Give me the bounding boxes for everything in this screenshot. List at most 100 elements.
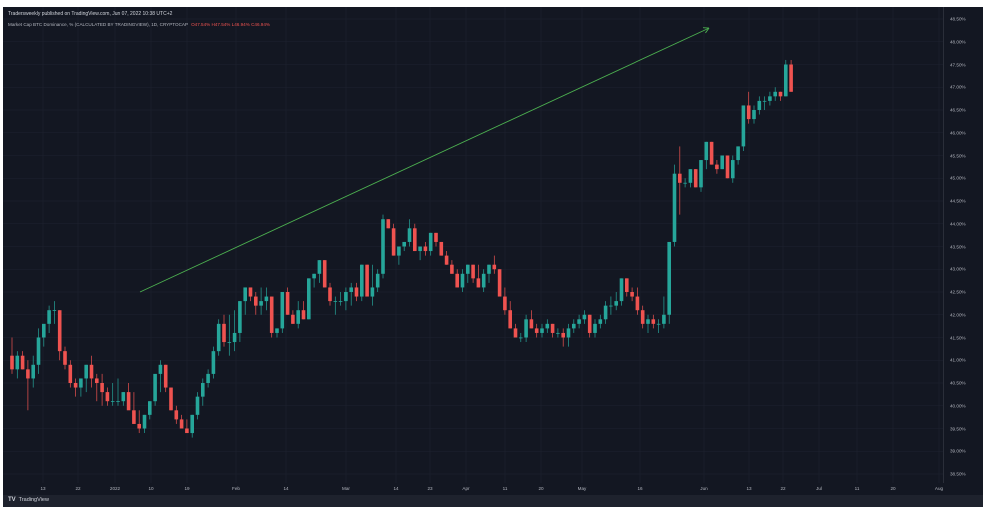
x-tick-label: 22 xyxy=(75,486,81,491)
tradingview-logo-text: TradingView xyxy=(18,497,49,503)
x-tick-label: 16 xyxy=(637,486,643,491)
symbol-name[interactable]: Market Cap BTC Dominance, % (CALCULATED … xyxy=(8,22,189,27)
candle-body xyxy=(179,419,184,429)
candle-body xyxy=(116,401,120,402)
y-tick-label: 41.50% xyxy=(950,335,966,340)
candle-body xyxy=(545,323,550,329)
chart-frame: Tradersweekly published on TradingView.c… xyxy=(3,7,983,507)
candle-body xyxy=(333,301,338,302)
candle-body xyxy=(397,246,401,256)
candle-body xyxy=(391,228,396,256)
symbol-legend: Market Cap BTC Dominance, % (CALCULATED … xyxy=(8,20,270,29)
candle-body xyxy=(609,305,613,307)
plot-area[interactable]: Tradersweekly published on TradingView.c… xyxy=(3,7,943,483)
candle-body xyxy=(100,383,104,393)
candle-body xyxy=(307,278,311,320)
candle-body xyxy=(577,319,581,324)
tradingview-logo[interactable]: TV TradingView xyxy=(8,497,49,503)
y-tick-label: 45.50% xyxy=(950,153,966,158)
y-tick-label: 42.00% xyxy=(950,312,966,318)
candle-body xyxy=(301,310,306,320)
x-tick-label: 23 xyxy=(427,486,433,491)
candle-body xyxy=(630,292,634,297)
x-tick-label: 22 xyxy=(780,486,786,491)
candle-body xyxy=(625,278,629,292)
candle-body xyxy=(174,410,179,420)
y-tick-label: 46.50% xyxy=(950,107,966,113)
y-tick-label: 40.50% xyxy=(950,380,966,386)
candle-body xyxy=(407,228,412,242)
candle-body xyxy=(550,323,555,333)
candle-body xyxy=(731,160,735,179)
candle-body xyxy=(789,64,793,92)
candle-body xyxy=(476,278,481,288)
candle-body xyxy=(216,323,221,352)
x-tick-label: Feb xyxy=(232,486,240,491)
candle-body xyxy=(148,401,152,415)
candle-body xyxy=(238,301,242,333)
candle-body xyxy=(784,64,788,97)
candle-body xyxy=(153,373,157,402)
candle-body xyxy=(264,296,269,302)
candle-body xyxy=(386,219,391,229)
candle-body xyxy=(603,305,608,320)
candle-body xyxy=(667,241,671,315)
candle-body xyxy=(455,273,459,288)
candle-body xyxy=(656,323,661,325)
candle-body xyxy=(84,364,88,379)
candle-body xyxy=(296,310,300,324)
candle-body xyxy=(349,287,353,292)
candle-body xyxy=(142,414,147,429)
candle-body xyxy=(619,278,624,302)
candle-body xyxy=(693,169,698,188)
candle-body xyxy=(746,105,751,120)
y-tick-label: 46.00% xyxy=(950,130,966,136)
candle-body xyxy=(662,314,666,324)
candle-body xyxy=(508,310,512,329)
candle-body xyxy=(31,364,35,379)
candle-body xyxy=(201,383,205,397)
candle-body xyxy=(105,392,110,402)
candle-body xyxy=(211,351,216,374)
candle-body xyxy=(736,146,740,161)
x-tick-label: Aug xyxy=(934,486,944,491)
candle-body xyxy=(10,355,14,370)
candle-body xyxy=(428,232,433,252)
candle-body xyxy=(126,392,131,411)
candle-body xyxy=(248,287,253,297)
candle-body xyxy=(439,241,444,256)
candle-body xyxy=(42,323,46,338)
candle-body xyxy=(540,328,544,333)
x-tick-label: 19 xyxy=(184,486,190,491)
candle-body xyxy=(678,173,682,183)
x-tick-label: 20 xyxy=(890,486,896,491)
candle-body xyxy=(79,378,83,388)
candle-body xyxy=(280,292,285,329)
candle-body xyxy=(291,314,295,324)
x-tick-label: 13 xyxy=(40,486,46,491)
candle-body xyxy=(762,100,767,102)
candle-body xyxy=(89,364,94,379)
candle-body xyxy=(73,383,78,388)
candle-body xyxy=(519,337,523,339)
y-tick-label: 47.50% xyxy=(950,62,966,67)
y-tick-label: 47.00% xyxy=(950,84,966,90)
candle-body xyxy=(598,319,603,324)
arrowhead-icon xyxy=(705,27,710,34)
x-tick-label: 14 xyxy=(283,486,289,491)
candle-body xyxy=(513,328,518,338)
candle-body xyxy=(466,264,470,274)
candle-body xyxy=(402,241,406,247)
candle-body xyxy=(704,141,709,161)
trendline-arrow xyxy=(139,27,710,293)
ohlc-values: O47.54% H47.54% L46.94% C46.94% xyxy=(191,22,270,27)
candle-body xyxy=(381,219,385,274)
y-tick-label: 39.00% xyxy=(950,448,966,454)
candle-body xyxy=(190,414,194,434)
candle-body xyxy=(370,287,375,297)
candle-body xyxy=(481,273,486,288)
price-axis[interactable]: 48.50% 48.00% 47.50% 47.00% 46.50% 46.00% 45.5… xyxy=(943,7,984,483)
candle-body xyxy=(418,246,422,252)
time-axis[interactable]: 13 22 2022 10 19 Feb 14 Mar 14 23 Apr 11 20 May 16 Jun 1… xyxy=(3,483,943,495)
candle-body xyxy=(768,96,772,101)
